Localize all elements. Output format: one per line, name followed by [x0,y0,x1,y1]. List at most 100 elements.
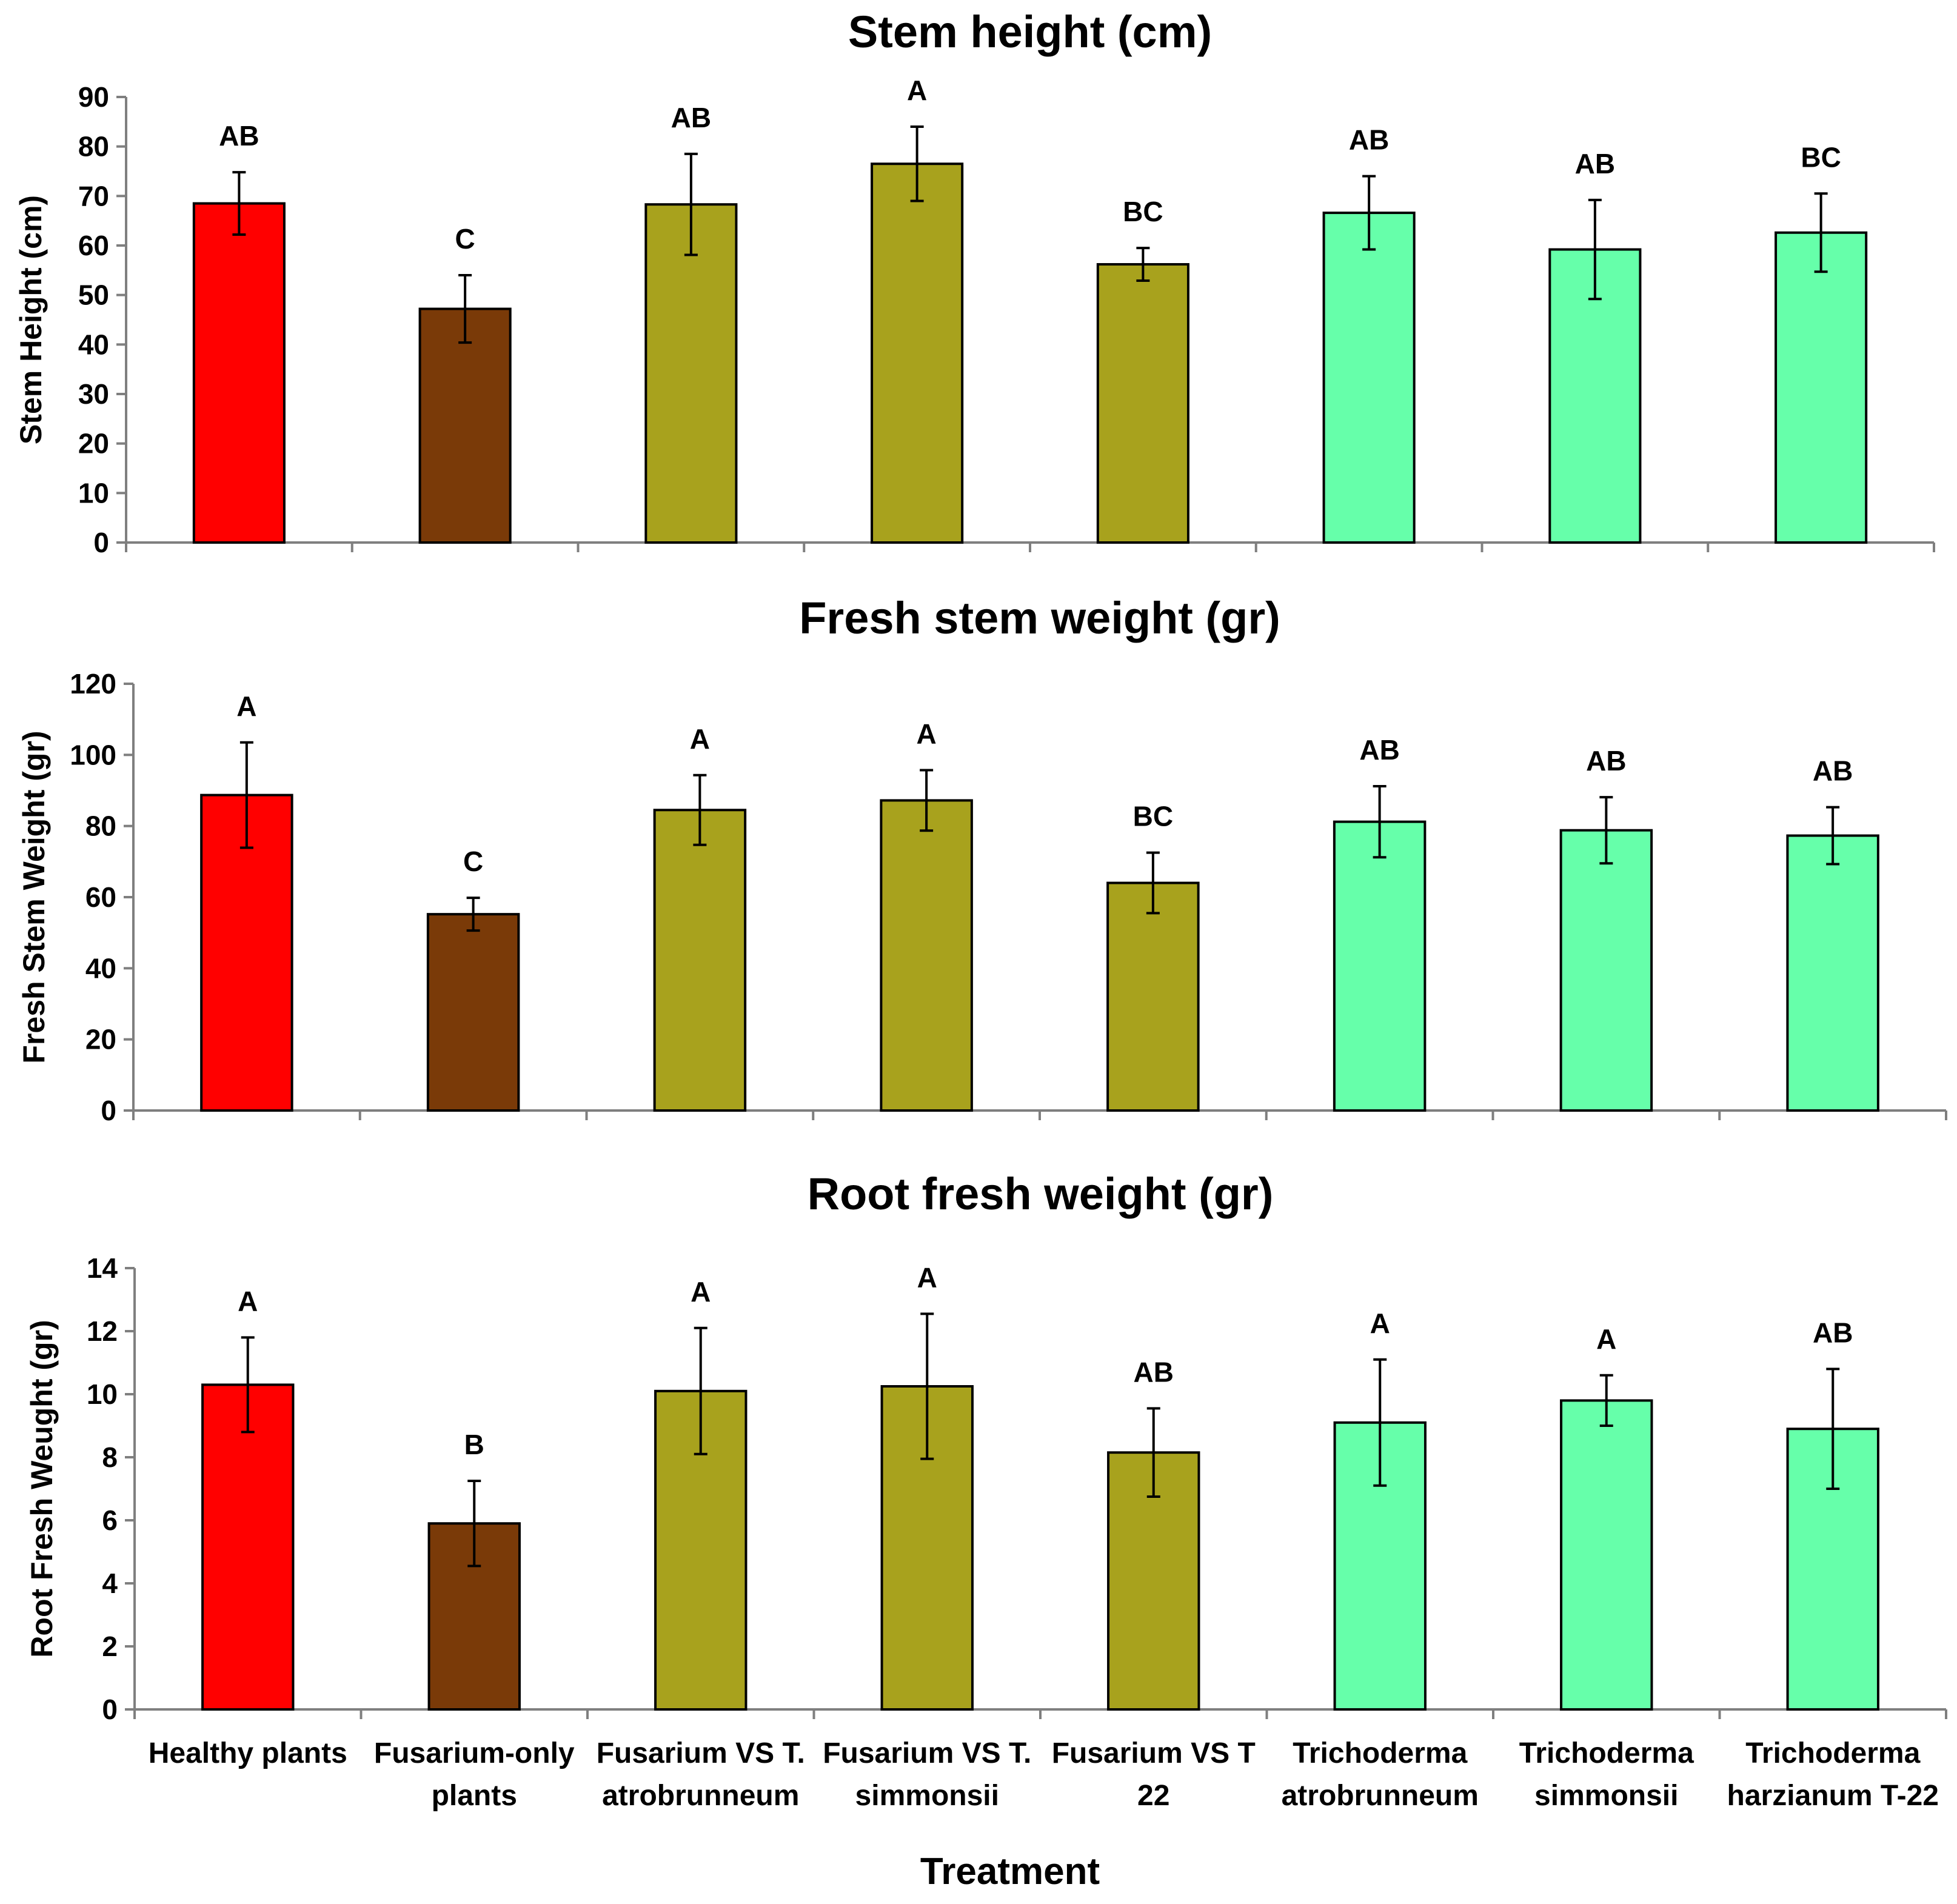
x-category-label: Trichoderma [1293,1737,1467,1769]
significance-label: AB [219,120,259,152]
x-category-label: simmonsii [855,1780,999,1812]
error-bar [467,1480,481,1568]
x-category-label: atrobrunneum [1282,1780,1479,1812]
significance-label: A [917,1261,937,1293]
significance-label: A [1596,1323,1616,1355]
error-bar [458,274,472,344]
significance-label: B [464,1429,484,1460]
significance-label: AB [1349,124,1389,156]
y-tick-label: 10 [87,1378,118,1410]
bar [201,1383,295,1711]
y-tick-label: 100 [70,739,116,770]
x-category-label: atrobrunneum [602,1780,799,1812]
chart-panel-2: Fresh stem weight (gr) Fresh Stem Weight … [17,593,1947,1126]
error-bar [694,1326,708,1455]
error-bar [1814,192,1828,273]
x-category-label: Trichoderma [1745,1737,1920,1769]
bar [653,809,747,1112]
y-tick-label: 20 [85,1024,116,1055]
y-tick-label: 120 [70,668,116,700]
y-tick-label: 90 [78,81,109,113]
error-bar [910,125,924,202]
significance-label: AB [671,102,711,133]
bar [871,162,964,544]
y-axis-label: Stem Height (cm) [14,195,48,444]
x-category-label: simmonsii [1534,1780,1678,1812]
y-tick-label: 10 [78,477,109,509]
y-tick-label: 8 [102,1441,118,1473]
error-bar [1588,198,1602,301]
y-tick-label: 0 [93,527,109,558]
significance-label: A [238,1285,258,1317]
x-category-label: Fusarium VS T [1052,1737,1256,1769]
x-category-label: 22 [1137,1780,1169,1812]
significance-label: BC [1133,801,1173,832]
significance-label: A [1370,1308,1390,1339]
x-category-label: plants [432,1780,517,1812]
significance-label: C [455,223,475,255]
error-bar [920,769,934,832]
y-tick-label: 60 [78,230,109,261]
bar [1775,231,1868,544]
y-axis-label: Fresh Stem Weight (gr) [17,730,51,1063]
error-bar [684,152,698,256]
error-bar [1599,1374,1613,1427]
bar [880,799,973,1112]
bar [1786,834,1879,1112]
significance-label: AB [1586,745,1626,777]
y-tick-label: 40 [78,329,109,360]
significance-label: BC [1801,141,1841,173]
error-bar [239,741,253,849]
chart-panel-1: Stem height (cm) Stem Height (cm) 0 10 20 30 4… [14,7,1935,558]
error-bar [1826,806,1840,866]
y-tick-label: 6 [102,1505,118,1536]
y-tick-label: 12 [87,1315,118,1347]
bar [1106,881,1200,1112]
x-category-label: Fusarium VS T. [597,1737,805,1769]
x-category-label: Trichoderma [1519,1737,1694,1769]
x-category-label: harzianum T-22 [1727,1780,1939,1812]
significance-label: A [236,690,256,722]
significance-label: A [917,718,937,750]
x-category-label: Fusarium VS T. [823,1737,1031,1769]
error-bar [1373,1358,1387,1487]
error-bar [1146,1407,1160,1498]
chart-title: Stem height (cm) [848,7,1212,57]
bar [1560,1399,1653,1711]
error-bar [466,897,480,932]
significance-label: BC [1123,196,1163,227]
y-tick-label: 30 [78,378,109,410]
x-axis-title: Treatment [920,1851,1100,1892]
error-bar [1146,851,1160,915]
y-tick-label: 0 [101,1095,116,1126]
error-bar [1373,784,1387,859]
error-bar [1599,796,1613,865]
significance-label: C [463,846,483,877]
x-category-label: Fusarium-only [374,1737,575,1769]
y-tick-label: 70 [78,180,109,212]
y-tick-label: 60 [85,881,116,913]
bar [644,203,738,544]
x-category-label: Healthy plants [149,1737,347,1769]
significance-label: AB [1813,755,1853,787]
significance-label: A [907,75,927,106]
bar [1096,263,1189,544]
error-bar [693,773,707,846]
error-bar [241,1336,255,1434]
y-tick-label: 4 [102,1568,118,1599]
bar [426,913,520,1112]
y-tick-label: 14 [87,1252,118,1284]
bar [1559,829,1653,1112]
significance-label: AB [1813,1317,1853,1348]
bar [1333,820,1427,1112]
significance-label: AB [1134,1356,1174,1388]
significance-label: AB [1575,148,1615,179]
y-tick-label: 20 [78,428,109,459]
error-bar [920,1312,934,1460]
y-tick-label: 80 [78,131,109,162]
y-tick-label: 80 [85,810,116,842]
bar [418,307,512,544]
bar [192,202,286,544]
y-axis-label: Root Fresh Weught (gr) [25,1320,59,1657]
